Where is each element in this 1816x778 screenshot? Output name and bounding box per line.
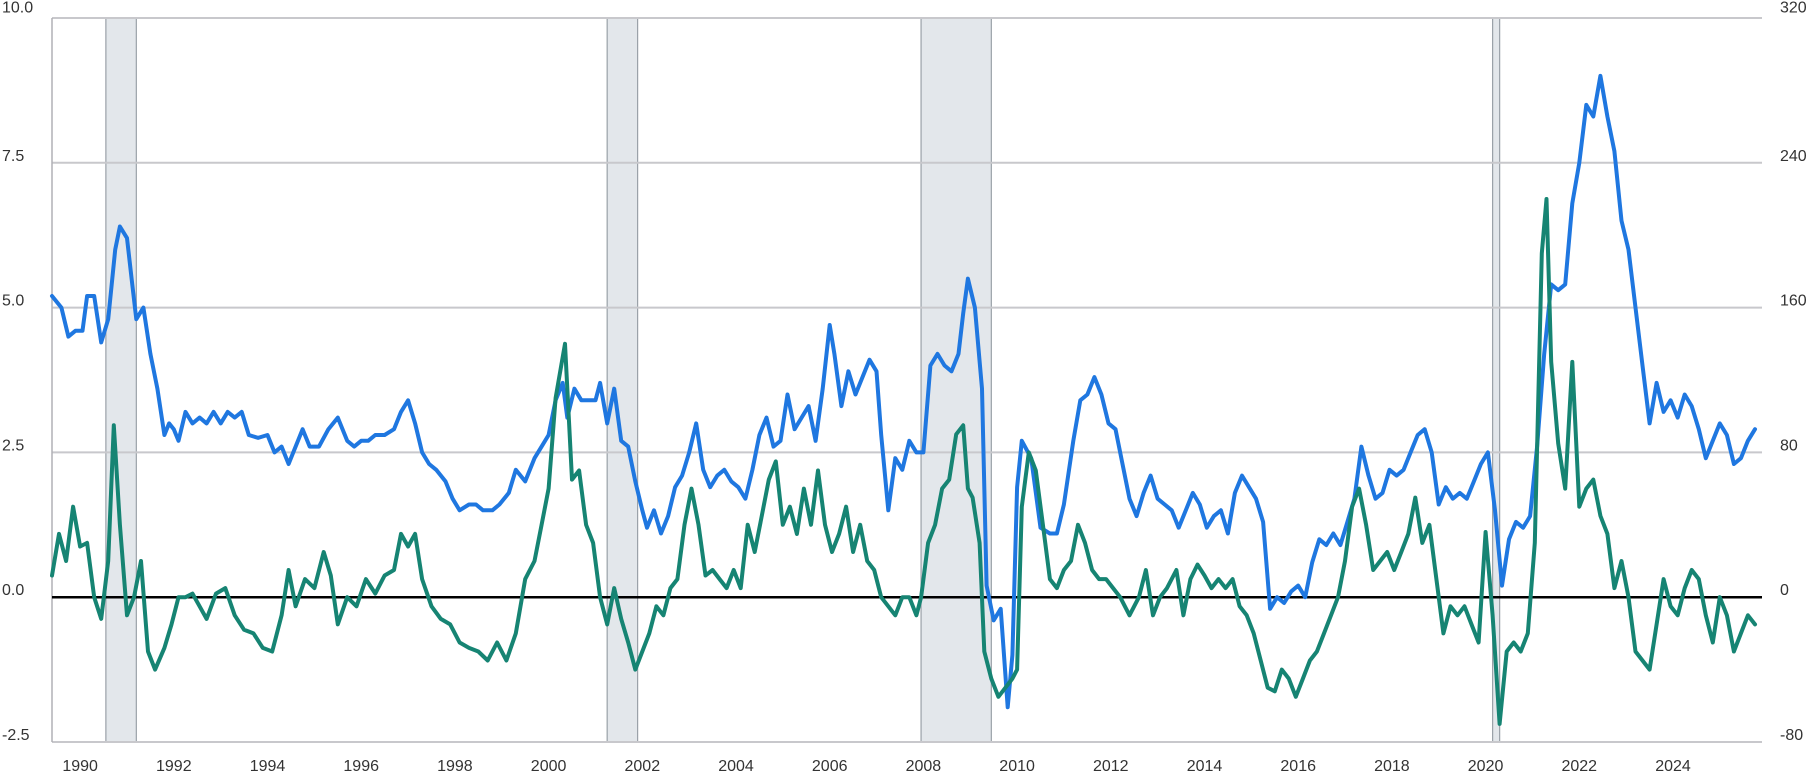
x-tick-label: 2000 — [531, 758, 567, 775]
series-line-1 — [50, 73, 1757, 710]
x-tick-label: 2022 — [1561, 758, 1597, 775]
right-axis-ticks: 320 240 160 80 0 -80 — [1780, 0, 1807, 744]
right-tick-label: 80 — [1780, 437, 1798, 454]
x-tick-label: 2006 — [812, 758, 848, 775]
x-tick-label: 2008 — [906, 758, 942, 775]
left-tick-label: 7.5 — [2, 148, 24, 165]
series-line-2 — [50, 197, 1757, 726]
x-tick-label: 2014 — [1187, 758, 1223, 775]
x-tick-label: 2016 — [1280, 758, 1316, 775]
x-tick-label: 2012 — [1093, 758, 1129, 775]
x-axis-ticks: 1990 1992 1994 1996 1998 2000 2002 2004 2006 2008… — [62, 758, 1691, 775]
x-tick-label: 1994 — [250, 758, 286, 775]
right-tick-label: 240 — [1780, 148, 1807, 165]
x-tick-label: 1996 — [343, 758, 379, 775]
x-tick-label: 2002 — [625, 758, 661, 775]
right-tick-label: 320 — [1780, 0, 1807, 16]
x-tick-label: 2010 — [999, 758, 1035, 775]
x-tick-label: 2024 — [1655, 758, 1691, 775]
recession-band — [105, 17, 137, 743]
right-tick-label: 0 — [1780, 582, 1789, 599]
x-tick-label: 2018 — [1374, 758, 1410, 775]
right-tick-label: -80 — [1780, 727, 1803, 744]
x-tick-label: 1998 — [437, 758, 473, 775]
left-tick-label: 10.0 — [2, 0, 33, 16]
right-tick-label: 160 — [1780, 293, 1807, 310]
left-tick-label: 0.0 — [2, 582, 24, 599]
left-tick-label: 2.5 — [2, 437, 24, 454]
series-lines — [50, 73, 1757, 726]
left-tick-label: 5.0 — [2, 293, 24, 310]
x-tick-label: 2004 — [718, 758, 754, 775]
x-tick-label: 1990 — [62, 758, 98, 775]
recession-bands — [105, 17, 1501, 743]
x-tick-label: 2020 — [1468, 758, 1504, 775]
left-axis-ticks: 10.0 7.5 5.0 2.5 0.0 -2.5 — [2, 0, 33, 744]
x-tick-label: 1992 — [156, 758, 192, 775]
recession-band — [606, 17, 639, 743]
gridlines — [51, 17, 1762, 743]
left-tick-label: -2.5 — [2, 727, 30, 744]
